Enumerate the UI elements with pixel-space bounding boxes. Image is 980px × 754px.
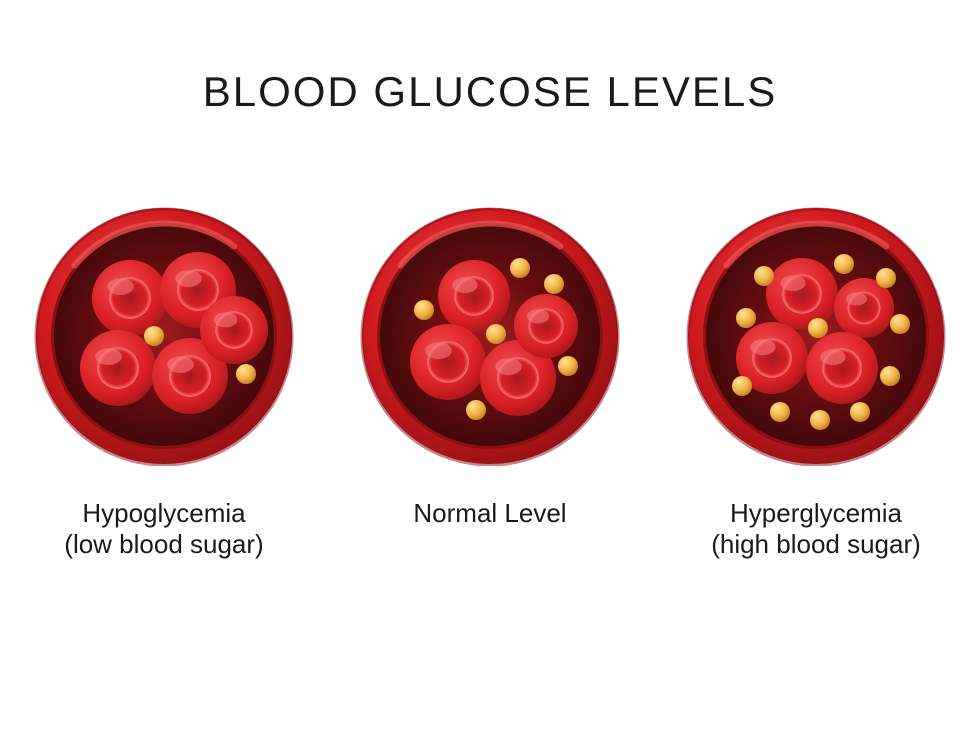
label-sub: (high blood sugar) <box>711 529 921 560</box>
label-main: Hyperglycemia <box>711 498 921 529</box>
label-sub: (low blood sugar) <box>64 529 263 560</box>
label-normal: Normal Level <box>413 498 566 529</box>
glucose-particle-icon <box>544 274 564 294</box>
red-blood-cell-icon <box>514 294 578 358</box>
red-blood-cell-icon <box>200 296 268 364</box>
vessels-row: Hypoglycemia(low blood sugar) Normal Leve… <box>29 206 951 560</box>
glucose-particle-icon <box>236 364 256 384</box>
panel-hyperglycemia: Hyperglycemia(high blood sugar) <box>681 206 951 560</box>
page-title: BLOOD GLUCOSE LEVELS <box>203 68 778 116</box>
red-blood-cell-icon <box>766 258 838 330</box>
label-hypoglycemia: Hypoglycemia(low blood sugar) <box>64 498 263 560</box>
red-blood-cell-icon <box>92 260 168 336</box>
glucose-particle-icon <box>890 314 910 334</box>
glucose-particle-icon <box>486 324 506 344</box>
vessel-hyperglycemia-icon <box>686 206 946 466</box>
red-blood-cell-icon <box>80 330 156 406</box>
vessel-normal-icon <box>360 206 620 466</box>
glucose-particle-icon <box>144 326 164 346</box>
glucose-particle-icon <box>414 300 434 320</box>
glucose-particle-icon <box>466 400 486 420</box>
glucose-particle-icon <box>754 266 774 286</box>
glucose-particle-icon <box>880 366 900 386</box>
glucose-particle-icon <box>876 268 896 288</box>
red-blood-cell-icon <box>410 324 486 400</box>
red-blood-cell-icon <box>438 260 510 332</box>
glucose-particle-icon <box>558 356 578 376</box>
glucose-particle-icon <box>736 308 756 328</box>
glucose-particle-icon <box>770 402 790 422</box>
glucose-particle-icon <box>510 258 530 278</box>
panel-normal: Normal Level <box>355 206 625 560</box>
glucose-particle-icon <box>850 402 870 422</box>
label-main: Normal Level <box>413 498 566 529</box>
label-hyperglycemia: Hyperglycemia(high blood sugar) <box>711 498 921 560</box>
glucose-particle-icon <box>810 410 830 430</box>
glucose-particle-icon <box>732 376 752 396</box>
panel-hypoglycemia: Hypoglycemia(low blood sugar) <box>29 206 299 560</box>
label-main: Hypoglycemia <box>64 498 263 529</box>
glucose-particle-icon <box>834 254 854 274</box>
glucose-particle-icon <box>808 318 828 338</box>
vessel-hypoglycemia-icon <box>34 206 294 466</box>
red-blood-cell-icon <box>806 332 878 404</box>
